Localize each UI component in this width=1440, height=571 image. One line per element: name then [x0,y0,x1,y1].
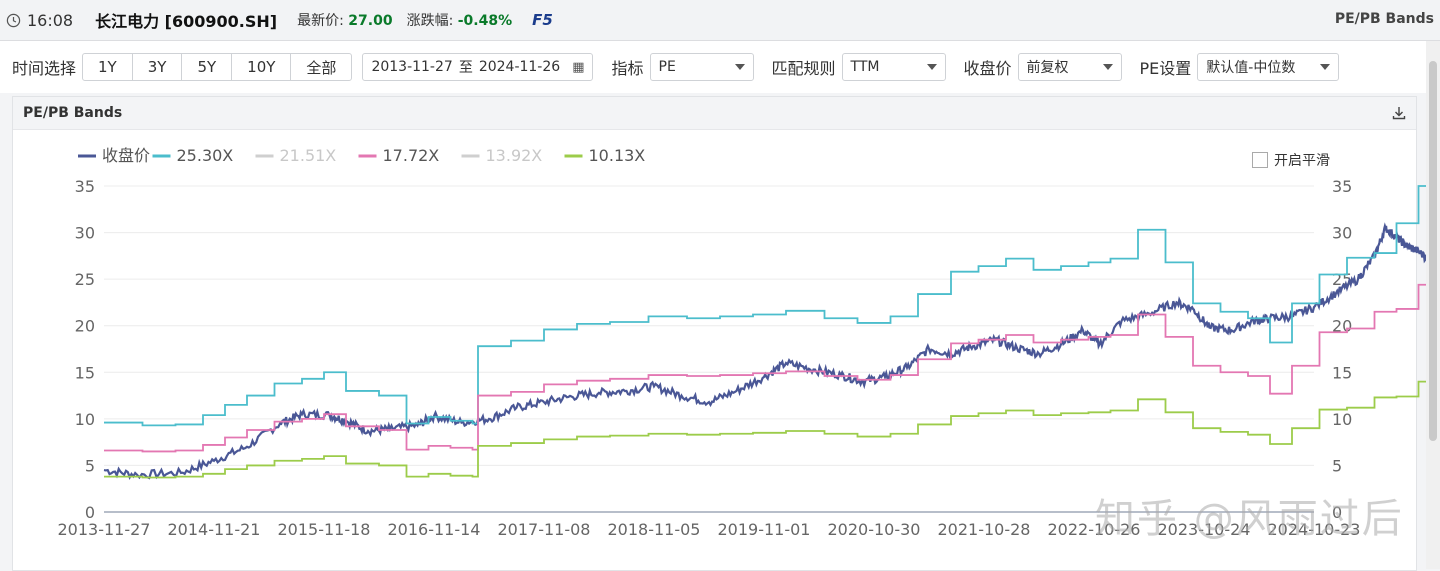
change-label: 涨跌幅: [406,13,454,29]
x-tick-label: 2014-11-21 [168,520,261,539]
change-block: 涨跌幅: -0.48% [407,10,513,30]
range-10y[interactable]: 10Y [232,54,292,80]
y-tick-label-right: 35 [1332,177,1352,196]
close-select[interactable]: 前复权 [1017,53,1122,81]
change-value: -0.48% [457,13,513,29]
legend-label-0: 收盘价 [102,146,150,165]
pe-value: 默认值-中位数 [1206,60,1296,76]
rule-label: 匹配规则 [771,59,836,78]
price-block: 最新价: 27.00 [297,10,392,30]
y-tick-label-right: 5 [1332,456,1342,475]
panel-header: PE/PB Bands [13,97,1416,130]
band-line-5 [104,380,1426,479]
legend-label-2: 21.51X [280,146,337,165]
pe-select[interactable]: 默认值-中位数 [1197,53,1340,81]
clock-icon [6,13,21,27]
close-label: 收盘价 [963,59,1012,78]
smooth-toggle[interactable]: 开启平滑 [1252,150,1330,170]
date-start: 2013-11-27 [371,59,453,75]
band-line-1 [104,185,1426,427]
calendar-icon: ▦ [572,59,585,75]
y-tick-label-right: 0 [1332,503,1342,522]
stock-name: 长江电力 [600900.SH] [95,12,278,31]
y-tick-label-left: 25 [75,270,95,289]
smooth-label: 开启平滑 [1274,153,1330,169]
date-range-picker[interactable]: 2013-11-27 至 2024-11-26 ▦ [362,53,594,81]
date-separator: 至 [458,60,473,76]
control-bar: 时间选择 1Y 3Y 5Y 10Y 全部 2013-11-27 至 2024-1… [0,41,1426,93]
chevron-down-icon [1102,64,1113,70]
x-tick-label: 2017-11-08 [498,520,591,539]
legend-label-1: 25.30X [177,146,234,165]
chevron-down-icon [1320,64,1331,70]
y-tick-label-left: 20 [75,317,95,336]
x-tick-label: 2022-10-26 [1048,520,1141,539]
y-tick-label-right: 30 [1332,224,1352,243]
y-tick-label-left: 15 [75,363,95,382]
range-all[interactable]: 全部 [306,58,337,77]
y-tick-label-left: 35 [75,177,95,196]
range-3y[interactable]: 3Y [133,54,183,80]
indicator-select[interactable]: PE [649,53,754,81]
panel-title: PE/PB Bands [23,105,123,121]
smooth-checkbox[interactable] [1252,152,1268,168]
watermark: 知乎 @风雨过后 [1095,496,1404,542]
range-1y[interactable]: 1Y [83,54,133,80]
download-icon[interactable] [1392,106,1406,120]
band-title: PE/PB Bands [1334,11,1434,27]
scrollbar-thumb[interactable] [1429,61,1437,441]
x-tick-label: 2016-11-14 [388,520,481,539]
time-text: 16:08 [27,10,74,30]
time-range-label: 时间选择 [12,59,77,78]
chevron-down-icon [734,64,745,70]
x-tick-label: 2018-11-05 [608,520,701,539]
legend-label-4: 13.92X [486,146,543,165]
y-tick-label-left: 10 [75,410,95,429]
y-tick-label-right: 15 [1332,363,1352,382]
y-tick-label-left: 5 [85,456,95,475]
x-tick-label: 2020-10-30 [828,520,921,539]
indicator-value: PE [658,59,676,75]
band-line-3 [104,283,1426,453]
date-end: 2024-11-26 [478,59,561,75]
range-5y[interactable]: 5Y [182,54,233,80]
price-value: 27.00 [348,13,393,29]
x-tick-label: 2015-11-18 [278,520,371,539]
rule-value: TTM [850,59,880,75]
legend-label-5: 10.13X [589,146,646,165]
f5-button[interactable]: F5 [532,11,553,29]
top-bar: 16:08 长江电力 [600900.SH] 最新价: 27.00 涨跌幅: -… [0,0,1440,41]
y-tick-label-right: 10 [1332,410,1352,429]
pe-label: PE设置 [1139,59,1192,78]
price-line [103,222,1426,480]
x-tick-label: 2013-11-27 [58,520,151,539]
rule-select[interactable]: TTM [841,53,946,81]
x-tick-label: 2023-10-24 [1158,520,1251,539]
x-tick-label: 2021-10-28 [938,520,1031,539]
close-value: 前复权 [1026,60,1069,76]
x-tick-label: 2019-11-01 [718,520,811,539]
legend-label-3: 17.72X [383,146,440,165]
chevron-down-icon [926,64,937,70]
range-selector: 1Y 3Y 5Y 10Y 全部 [82,53,353,81]
y-tick-label-left: 0 [85,503,95,522]
price-label: 最新价: [297,13,344,29]
clock: 16:08 [6,11,73,30]
indicator-label: 指标 [611,59,644,78]
y-tick-label-left: 30 [75,224,95,243]
page-scrollbar[interactable] [1426,41,1440,569]
x-tick-label: 2024-10-23 [1268,520,1361,539]
chart-panel: PE/PB Bands [12,96,1417,571]
